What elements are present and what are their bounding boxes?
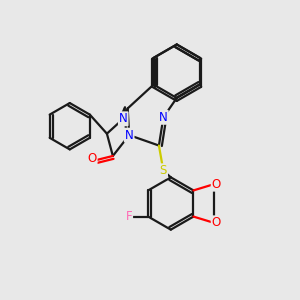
Text: O: O xyxy=(212,178,221,191)
Text: N: N xyxy=(125,129,134,142)
Text: O: O xyxy=(87,152,97,165)
Text: O: O xyxy=(212,216,221,229)
Text: N: N xyxy=(159,111,168,124)
Text: N: N xyxy=(119,112,128,125)
Text: F: F xyxy=(125,210,132,223)
Text: S: S xyxy=(160,164,167,177)
